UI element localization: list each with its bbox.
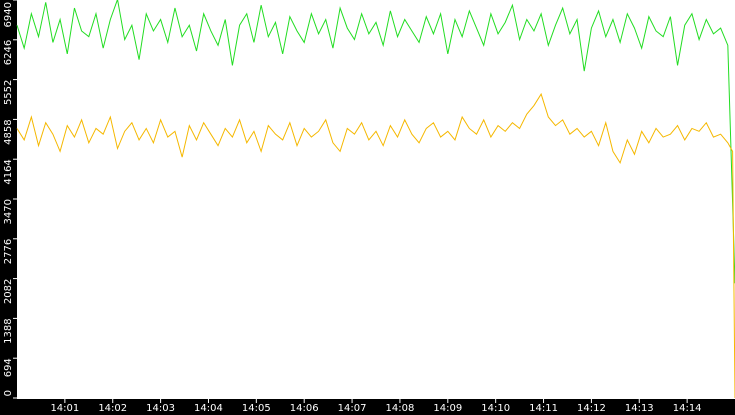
y-tick-label: 3470: [3, 199, 14, 224]
x-tick-label: 14:06: [290, 403, 319, 414]
x-tick-label: 14:10: [481, 403, 510, 414]
y-tick-label: 1388: [3, 318, 14, 343]
x-axis-strip: [0, 399, 735, 415]
x-tick-label: 14:05: [242, 403, 271, 414]
x-tick-label: 14:03: [146, 403, 175, 414]
y-tick-label: 6940: [3, 2, 14, 27]
y-tick-label: 4164: [3, 159, 14, 184]
x-tick-label: 14:07: [338, 403, 367, 414]
y-tick-label: 2776: [3, 239, 14, 264]
x-tick-label: 14:08: [386, 403, 415, 414]
x-tick-label: 14:13: [625, 403, 654, 414]
x-tick-label: 14:09: [433, 403, 462, 414]
x-tick-label: 14:12: [577, 403, 606, 414]
x-tick-label: 14:04: [194, 403, 223, 414]
y-tick-label: 4858: [3, 119, 14, 144]
series-line: [16, 92, 735, 399]
x-tick-label: 14:02: [98, 403, 127, 414]
y-tick-label: 5552: [3, 80, 14, 105]
y-tick-label: 694: [3, 358, 14, 377]
y-tick-label: 6246: [3, 40, 14, 65]
y-tick-label: 2082: [3, 279, 14, 304]
x-tick-label: 14:14: [673, 403, 702, 414]
series-line: [16, 0, 735, 284]
x-tick-label: 14:11: [529, 403, 558, 414]
x-tick-label: 14:01: [50, 403, 79, 414]
y-tick-label: 0: [3, 390, 14, 396]
y-axis-strip: [0, 0, 17, 415]
